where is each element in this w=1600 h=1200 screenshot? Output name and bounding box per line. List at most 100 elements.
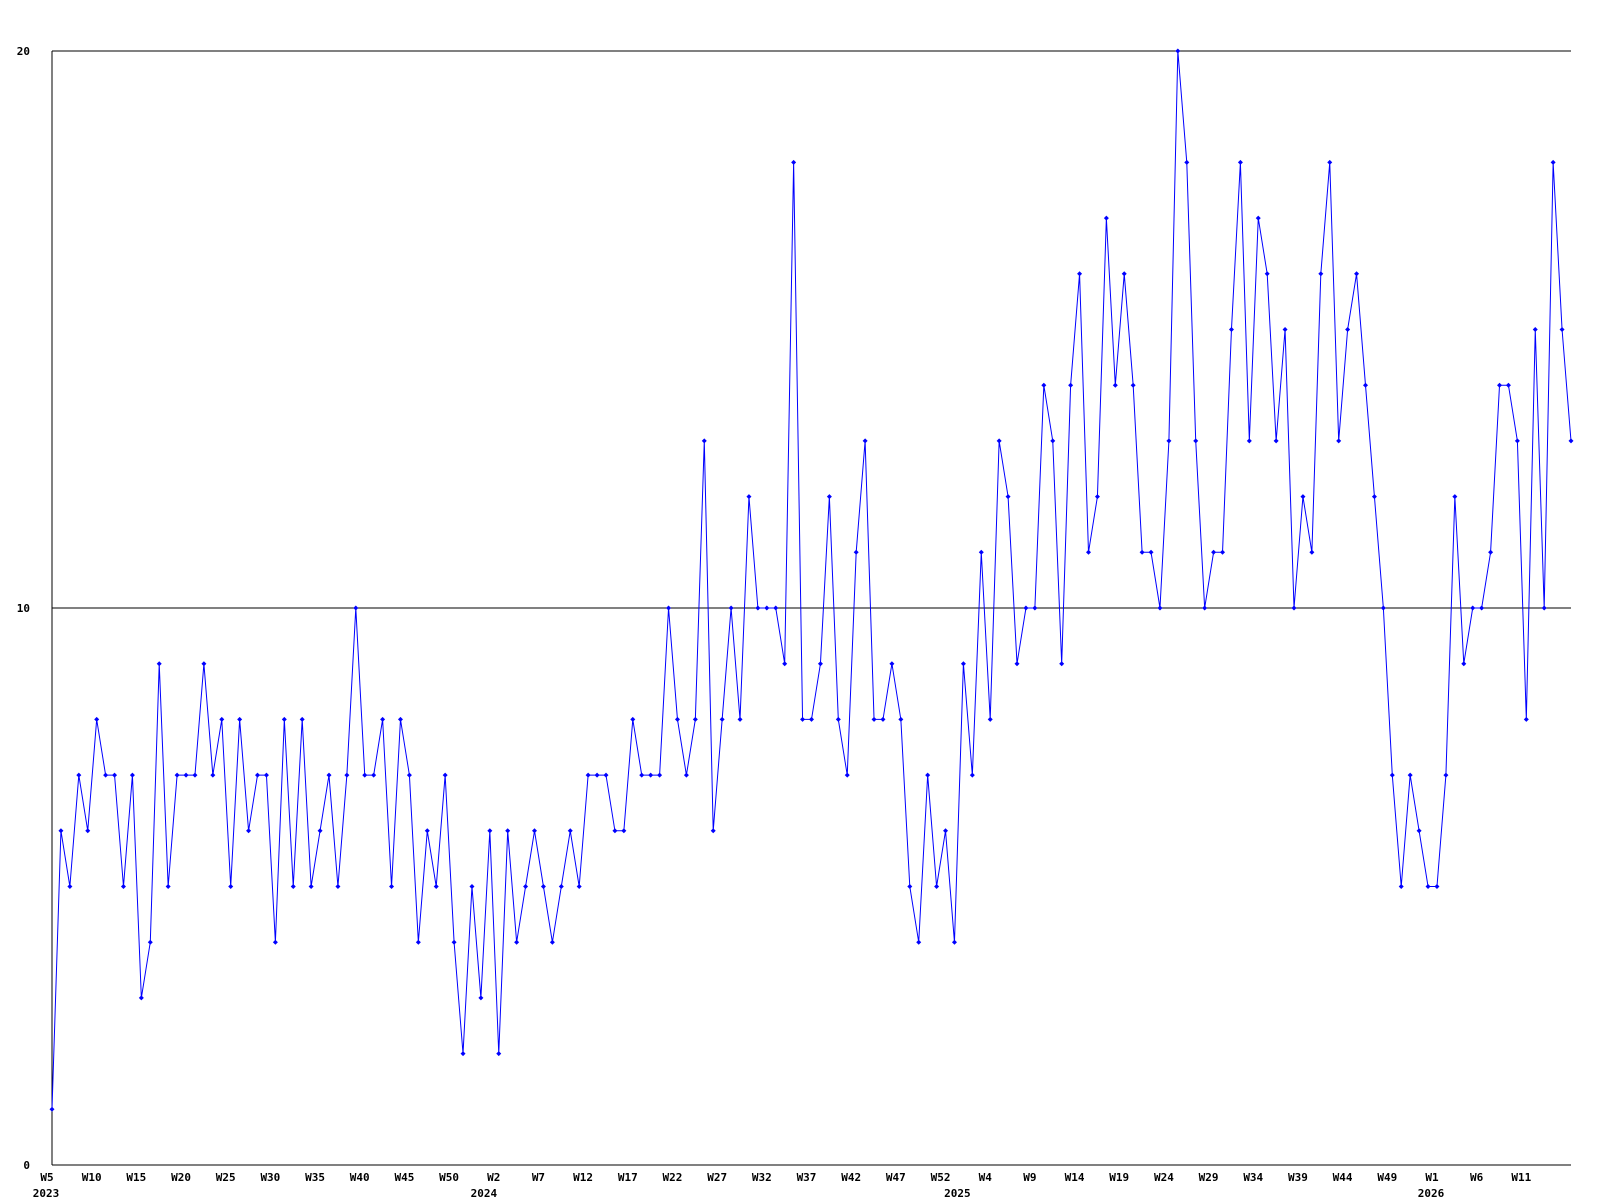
data-point [1103,215,1109,221]
data-point [951,939,957,945]
data-point [406,772,412,778]
data-point [1354,271,1360,277]
data-point [76,772,82,778]
data-point [49,1106,55,1112]
data-point [1255,215,1261,221]
data-point [755,605,761,611]
data-point [469,884,475,889]
data-point [1309,549,1315,555]
data-point [442,772,448,778]
data-point [1246,438,1252,444]
x-tick-label: W2 [487,1171,500,1184]
data-point [728,605,734,611]
x-year-label: 2024 [471,1187,498,1200]
x-year-label: 2025 [944,1187,971,1200]
data-point [549,939,555,945]
x-tick-label: W30 [260,1171,280,1184]
x-tick-label: W37 [797,1171,817,1184]
data-point [103,772,109,778]
data-point [85,828,91,834]
data-point [898,716,904,722]
data-point [719,716,725,722]
data-point [1497,382,1503,388]
data-point [710,828,716,834]
data-point [1514,438,1520,444]
data-point [263,772,269,778]
data-point [237,716,243,722]
data-point [826,494,832,500]
data-point [362,772,368,778]
data-point [523,884,529,889]
data-point [156,661,162,667]
data-point [281,716,287,722]
data-point [844,772,850,778]
x-tick-label: W40 [350,1171,370,1184]
data-point [1094,494,1100,500]
data-point [1148,549,1154,555]
x-tick-label: W20 [171,1171,191,1184]
data-point [94,716,100,722]
x-tick-label: W25 [216,1171,236,1184]
data-point [791,159,797,165]
data-point [1470,605,1476,611]
data-point [737,716,743,722]
data-point [1068,382,1074,388]
data-point [1085,549,1091,555]
data-point [1211,549,1217,555]
data-point [451,939,457,945]
x-tick-label: W5 [40,1171,53,1184]
data-point [1300,494,1306,500]
data-point [674,716,680,722]
data-point [1193,438,1199,444]
data-point [1220,549,1226,555]
data-point [603,772,609,778]
data-point [1541,605,1547,611]
data-point [389,884,395,889]
x-tick-label: W44 [1333,1171,1353,1184]
data-point [1228,327,1234,332]
data-point [621,828,627,834]
data-point [1523,716,1529,722]
data-point [1139,549,1145,555]
x-tick-label: W42 [841,1171,861,1184]
x-tick-label: W19 [1109,1171,1129,1184]
x-tick-label: W10 [82,1171,102,1184]
data-point [1273,438,1279,444]
data-point [1121,271,1127,277]
data-point [1568,438,1574,444]
data-point [666,605,672,611]
data-point [1559,327,1565,332]
x-tick-label: W15 [126,1171,146,1184]
data-point [58,828,64,834]
data-point [210,772,216,778]
data-point [1416,828,1422,834]
data-point [415,939,421,945]
data-point [639,772,645,778]
data-point [380,716,386,722]
data-point [853,549,859,555]
x-tick-label: W7 [532,1171,545,1184]
data-point [1202,605,1208,611]
data-point [1059,661,1065,667]
data-point [290,884,296,889]
x-tick-label: W27 [707,1171,727,1184]
data-point [353,605,359,611]
data-point [308,884,314,889]
data-point [505,828,511,834]
data-point [147,939,153,945]
data-point [576,884,582,889]
x-tick-label: W22 [663,1171,683,1184]
y-tick-label: 10 [17,602,30,615]
data-point [1130,382,1136,388]
y-tick-label: 20 [17,45,30,58]
data-point [871,716,877,722]
x-tick-label: W45 [394,1171,414,1184]
data-point [567,828,573,834]
data-point [1023,605,1029,611]
x-tick-label: W4 [979,1171,993,1184]
data-point [514,939,520,945]
data-point [1443,772,1449,778]
data-point [996,438,1002,444]
x-tick-label: W50 [439,1171,459,1184]
data-point [1532,327,1538,332]
